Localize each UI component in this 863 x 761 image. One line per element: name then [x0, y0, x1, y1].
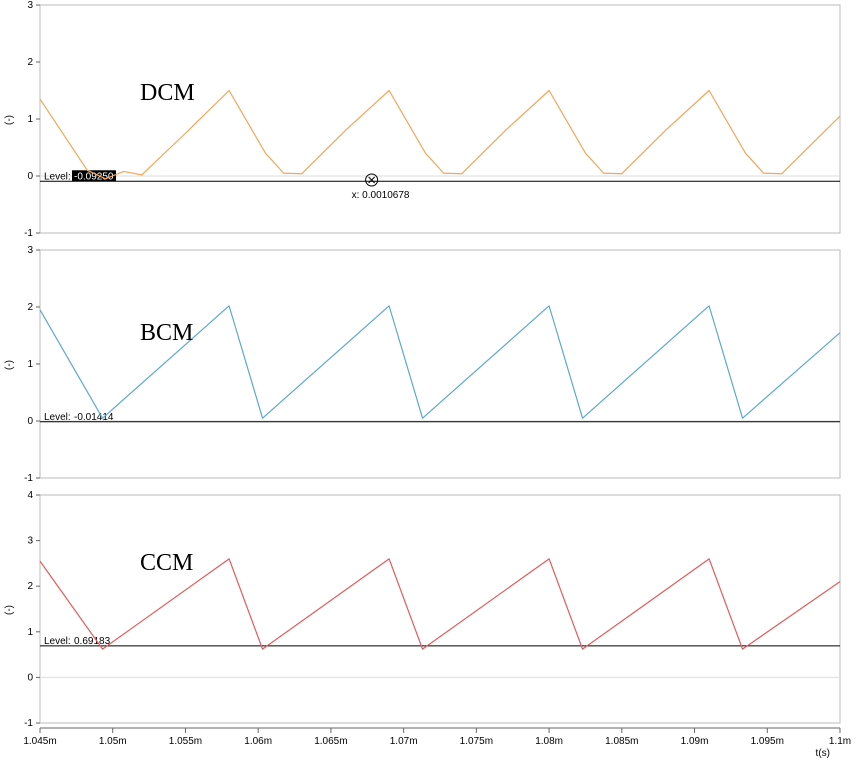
xtick-label: 1.09m — [681, 736, 709, 747]
panel-frame-ccm — [40, 495, 840, 723]
xtick-label: 1.1m — [829, 736, 851, 747]
level-label-prefix-dcm: Level: — [44, 171, 71, 182]
ytick-label: 1 — [27, 627, 33, 638]
ytick-label: -1 — [24, 473, 33, 484]
panel-frame-dcm — [40, 5, 840, 233]
ytick-label: 2 — [27, 302, 33, 313]
ytick-label: 1 — [27, 359, 33, 370]
cursor-label: x: 0.0010678 — [352, 190, 410, 201]
ytick-label: 3 — [27, 536, 33, 547]
panel-frame-bcm — [40, 250, 840, 478]
ytick-label: 3 — [27, 0, 33, 11]
ytick-label: 0 — [27, 171, 33, 182]
ytick-label: 2 — [27, 57, 33, 68]
panel-title-bcm: BCM — [140, 320, 193, 346]
level-value-ccm: 0.69183 — [74, 636, 111, 647]
xtick-label: 1.08m — [535, 736, 563, 747]
xtick-label: 1.045m — [23, 736, 56, 747]
level-label-prefix-ccm: Level: — [44, 636, 71, 647]
ytick-label: 1 — [27, 114, 33, 125]
ytick-label: -1 — [24, 718, 33, 729]
ytick-label: -1 — [24, 228, 33, 239]
xtick-label: 1.055m — [169, 736, 202, 747]
y-axis-label-dcm: (-) — [4, 115, 15, 125]
ytick-label: 4 — [27, 490, 33, 501]
ytick-label: 3 — [27, 245, 33, 256]
ytick-label: 0 — [27, 416, 33, 427]
ytick-label: 0 — [27, 672, 33, 683]
y-axis-label-bcm: (-) — [4, 360, 15, 370]
xtick-label: 1.065m — [314, 736, 347, 747]
level-label-prefix-bcm: Level: — [44, 412, 71, 423]
xtick-label: 1.07m — [390, 736, 418, 747]
y-axis-label-ccm: (-) — [4, 605, 15, 615]
x-axis-label: t(s) — [816, 748, 830, 759]
xtick-label: 1.095m — [751, 736, 784, 747]
xtick-label: 1.06m — [244, 736, 272, 747]
xtick-label: 1.085m — [605, 736, 638, 747]
panel-title-dcm: DCM — [140, 80, 195, 106]
panel-title-ccm: CCM — [140, 550, 193, 576]
xtick-label: 1.075m — [460, 736, 493, 747]
chart-container: -10123(-)Level:-0.09250DCMx: 0.0010678-1… — [0, 0, 863, 761]
chart-svg: -10123(-)Level:-0.09250DCMx: 0.0010678-1… — [0, 0, 863, 761]
ytick-label: 2 — [27, 581, 33, 592]
xtick-label: 1.05m — [99, 736, 127, 747]
